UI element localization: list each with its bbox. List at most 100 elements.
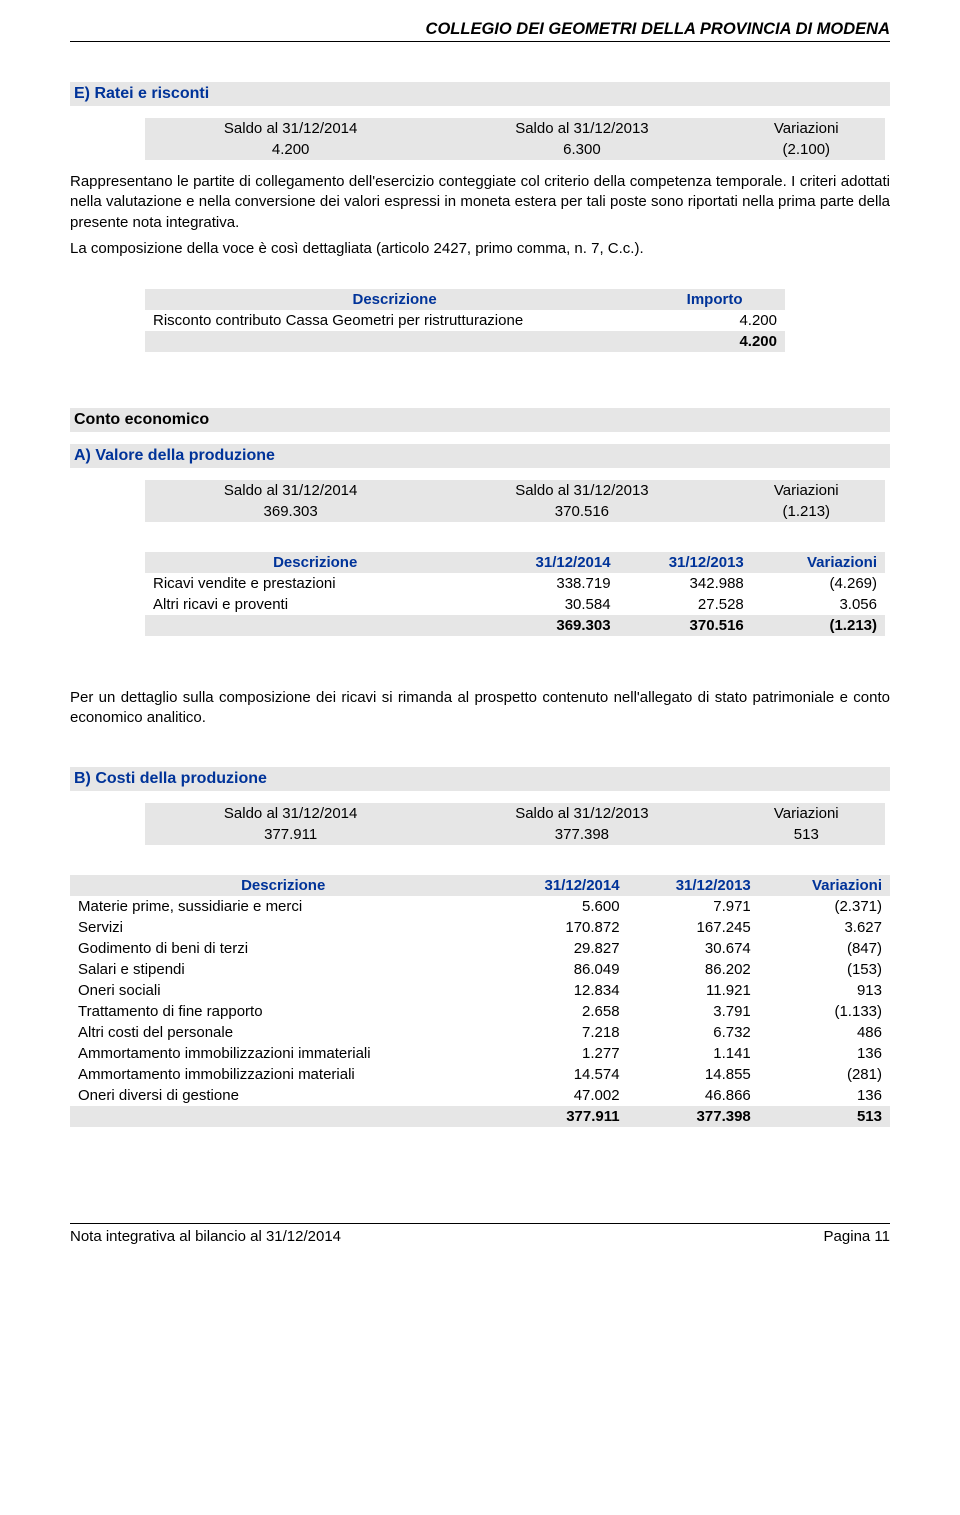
saldo-b-v2: 377.398	[436, 824, 727, 845]
footer-left: Nota integrativa al bilancio al 31/12/20…	[70, 1228, 341, 1245]
saldo-a-v3: (1.213)	[728, 501, 885, 522]
section-e-desc-table: Descrizione Importo Risconto contributo …	[145, 289, 785, 352]
page-header: COLLEGIO DEI GEOMETRI DELLA PROVINCIA DI…	[70, 20, 890, 42]
cell: 370.516	[619, 615, 752, 636]
cell: 3.627	[759, 917, 890, 938]
cell: Materie prime, sussidiarie e merci	[70, 896, 496, 917]
tblA-h4: Variazioni	[752, 552, 885, 573]
cell	[70, 1106, 496, 1127]
cell: 14.855	[628, 1064, 759, 1085]
tblA-h2: 31/12/2014	[485, 552, 618, 573]
table-total-row: 377.911 377.398 513	[70, 1106, 890, 1127]
desc-total-d	[145, 331, 644, 352]
cell	[145, 615, 485, 636]
cell: (2.371)	[759, 896, 890, 917]
cell: Oneri sociali	[70, 980, 496, 1001]
cell: 14.574	[496, 1064, 627, 1085]
cell: 1.141	[628, 1043, 759, 1064]
tblB-h1: Descrizione	[70, 875, 496, 896]
cell: Altri costi del personale	[70, 1022, 496, 1043]
saldo-a-h2: Saldo al 31/12/2013	[436, 480, 727, 501]
tblB-h2: 31/12/2014	[496, 875, 627, 896]
saldo-b-h2: Saldo al 31/12/2013	[436, 803, 727, 824]
cell: 7.218	[496, 1022, 627, 1043]
cell: 2.658	[496, 1001, 627, 1022]
saldo-a-h3: Variazioni	[728, 480, 885, 501]
section-e-saldo-table: Saldo al 31/12/2014 Saldo al 31/12/2013 …	[145, 118, 885, 160]
desc-row-d: Risconto contributo Cassa Geometri per r…	[145, 310, 644, 331]
section-b-heading: B) Costi della produzione	[70, 767, 890, 791]
cell: 7.971	[628, 896, 759, 917]
cell: 29.827	[496, 938, 627, 959]
section-e-heading: E) Ratei e risconti	[70, 82, 890, 106]
cell: Oneri diversi di gestione	[70, 1085, 496, 1106]
section-a-data-table: Descrizione 31/12/2014 31/12/2013 Variaz…	[145, 552, 885, 636]
cell: 338.719	[485, 573, 618, 594]
page-footer: Nota integrativa al bilancio al 31/12/20…	[70, 1223, 890, 1245]
table-row: Altri costi del personale7.2186.732486	[70, 1022, 890, 1043]
table-row: Salari e stipendi86.04986.202(153)	[70, 959, 890, 980]
cell: 3.791	[628, 1001, 759, 1022]
cell: 86.202	[628, 959, 759, 980]
cell: Servizi	[70, 917, 496, 938]
table-row: Godimento di beni di terzi29.82730.674(8…	[70, 938, 890, 959]
cell: 1.277	[496, 1043, 627, 1064]
tblB-h4: Variazioni	[759, 875, 890, 896]
cell: 27.528	[619, 594, 752, 615]
saldo-e-h2: Saldo al 31/12/2013	[436, 118, 727, 139]
tblA-h3: 31/12/2013	[619, 552, 752, 573]
section-b-saldo-table: Saldo al 31/12/2014 Saldo al 31/12/2013 …	[145, 803, 885, 845]
footer-right: Pagina 11	[824, 1228, 890, 1245]
section-b-data-table: Descrizione 31/12/2014 31/12/2013 Variaz…	[70, 875, 890, 1127]
cell: 30.674	[628, 938, 759, 959]
saldo-b-v1: 377.911	[145, 824, 436, 845]
cell: (847)	[759, 938, 890, 959]
section-a-heading: A) Valore della produzione	[70, 444, 890, 468]
table-row: Ammortamento immobilizzazioni materiali1…	[70, 1064, 890, 1085]
table-row: Oneri sociali12.83411.921913	[70, 980, 890, 1001]
cell: Altri ricavi e proventi	[145, 594, 485, 615]
conto-heading: Conto economico	[70, 408, 890, 432]
cell: Ammortamento immobilizzazioni immaterial…	[70, 1043, 496, 1064]
cell: 377.911	[496, 1106, 627, 1127]
cell: 369.303	[485, 615, 618, 636]
cell: 377.398	[628, 1106, 759, 1127]
cell: 30.584	[485, 594, 618, 615]
table-row: Trattamento di fine rapporto2.6583.791(1…	[70, 1001, 890, 1022]
table-row: Altri ricavi e proventi 30.584 27.528 3.…	[145, 594, 885, 615]
cell: (4.269)	[752, 573, 885, 594]
cell: (153)	[759, 959, 890, 980]
desc-h1: Descrizione	[145, 289, 644, 310]
cell: 167.245	[628, 917, 759, 938]
table-row: Servizi170.872167.2453.627	[70, 917, 890, 938]
saldo-a-h1: Saldo al 31/12/2014	[145, 480, 436, 501]
cell: 6.732	[628, 1022, 759, 1043]
cell: 3.056	[752, 594, 885, 615]
cell: Godimento di beni di terzi	[70, 938, 496, 959]
desc-h2: Importo	[644, 289, 785, 310]
cell: 913	[759, 980, 890, 1001]
saldo-a-v2: 370.516	[436, 501, 727, 522]
table-row: Materie prime, sussidiarie e merci5.6007…	[70, 896, 890, 917]
saldo-b-h3: Variazioni	[728, 803, 885, 824]
saldo-e-v2: 6.300	[436, 139, 727, 160]
cell: 11.921	[628, 980, 759, 1001]
cell: Trattamento di fine rapporto	[70, 1001, 496, 1022]
saldo-e-h1: Saldo al 31/12/2014	[145, 118, 436, 139]
saldo-b-h1: Saldo al 31/12/2014	[145, 803, 436, 824]
table-row: Ammortamento immobilizzazioni immaterial…	[70, 1043, 890, 1064]
cell: 136	[759, 1043, 890, 1064]
cell: Ammortamento immobilizzazioni materiali	[70, 1064, 496, 1085]
cell: Salari e stipendi	[70, 959, 496, 980]
saldo-a-v1: 369.303	[145, 501, 436, 522]
saldo-e-v1: 4.200	[145, 139, 436, 160]
desc-total-v: 4.200	[644, 331, 785, 352]
saldo-b-v3: 513	[728, 824, 885, 845]
section-a-para: Per un dettaglio sulla composizione dei …	[70, 688, 890, 729]
cell: 170.872	[496, 917, 627, 938]
cell: Ricavi vendite e prestazioni	[145, 573, 485, 594]
cell: 5.600	[496, 896, 627, 917]
saldo-e-v3: (2.100)	[728, 139, 885, 160]
cell: (281)	[759, 1064, 890, 1085]
tblA-h1: Descrizione	[145, 552, 485, 573]
